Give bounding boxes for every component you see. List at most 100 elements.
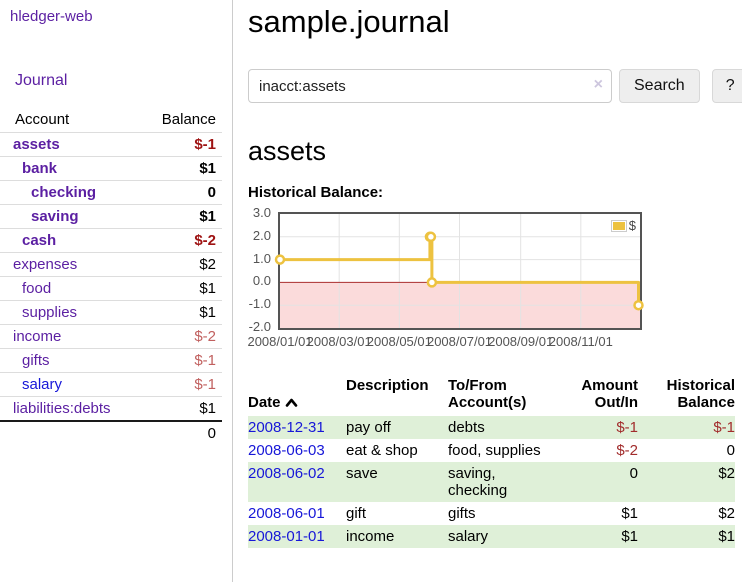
transaction-date-link[interactable]: 2008-06-02 [248,465,325,482]
y-tick-label: 3.0 [252,205,271,220]
chart-y-axis: 3.0 2.0 1.0 0.0 -1.0 -2.0 [248,205,274,334]
account-balance: $1 [143,204,222,229]
register-row: 2008-12-31 pay off debts $-1 $-1 [248,416,735,439]
account-link-income[interactable]: income [13,328,62,345]
account-name-cell: assets [0,132,144,157]
account-link-salary[interactable]: salary [22,376,63,393]
account-link-expenses[interactable]: expenses [13,256,78,273]
chart-plot-area: $ [274,212,644,330]
historical-balance-chart[interactable]: 3.0 2.0 1.0 0.0 -1.0 -2.0 $ 2008/01/01 2008/03… [247,205,668,358]
page-title: sample.journal [248,4,450,39]
account-link-bank[interactable]: bank [22,160,58,177]
y-tick-label: -2.0 [248,319,271,334]
register-balance-cell: $2 [718,465,735,482]
account-balance: $-1 [143,348,222,373]
register-balance-cell: $2 [718,505,735,522]
register-amount-cell: 0 [629,465,638,482]
register-balance-cell: $-1 [713,419,735,436]
account-row: salary $-1 [0,372,222,397]
account-name-cell: cash [0,228,144,253]
register-amount-cell: $-2 [616,442,638,459]
account-link-gifts[interactable]: gifts [22,352,50,369]
search-help-button[interactable]: ? [711,69,742,103]
register-description-cell: pay off [346,419,391,436]
sidebar: hledger-web Journal Account Balance asse… [0,0,233,582]
x-tick-label: 2008/01/01 [247,334,313,349]
register-accounts-cell: gifts [448,505,476,522]
account-row: expenses $2 [0,252,222,277]
account-link-cash[interactable]: cash [22,232,57,249]
y-tick-label: 1.0 [252,250,271,266]
sort-ascending-icon [285,394,298,411]
register-description-cell: income [346,528,395,545]
register-row: 2008-06-02 save saving, checking 0 $2 [248,462,735,502]
account-name-cell: saving [0,204,144,229]
register-description-cell: eat & shop [346,442,418,459]
account-link-supplies[interactable]: supplies [22,304,78,321]
account-row: bank $1 [0,156,222,181]
account-name-cell: supplies [0,300,144,325]
register-header-amount: Amount Out/In [581,377,638,411]
register-date-cell: 2008-12-31 [248,416,346,439]
accounts-header-balance: Balance [143,107,222,133]
chart-title: Historical Balance: [248,184,384,201]
account-link-assets[interactable]: assets [13,136,60,153]
accounts-header-account: Account [0,107,144,133]
x-tick-label: 2008/09/01 [488,334,554,349]
transaction-date-link[interactable]: 2008-12-31 [248,419,325,436]
account-name-cell: salary [0,372,144,397]
account-balance: $-1 [143,132,222,157]
y-tick-label: -1.0 [248,296,271,312]
accounts-table: Account Balance assets $-1 bank $1 checking 0… [0,107,222,445]
account-balance: $1 [143,276,222,301]
account-balance: $1 [143,300,222,325]
account-link-saving[interactable]: saving [31,208,79,225]
x-tick-label: 2008/03/01 [306,334,372,349]
transaction-date-link[interactable]: 2008-01-01 [248,528,325,545]
sidebar-item-journal[interactable]: Journal [15,72,68,89]
register-header-description: Description [346,377,429,394]
register-date-cell: 2008-06-03 [248,439,346,462]
register-accounts-cell: saving, checking [448,465,508,499]
legend-swatch [610,219,627,232]
account-row: checking 0 [0,180,222,205]
accounts-header-row: Account Balance [0,107,222,133]
account-name-cell: gifts [0,348,144,373]
register-accounts-cell: debts [448,419,485,436]
legend-label: $ [628,218,636,233]
account-name-cell: liabilities:debts [0,396,144,422]
account-link-food[interactable]: food [22,280,52,297]
register-date-cell: 2008-06-01 [248,502,346,525]
register-header-row: Date Description To/From Account(s) Amou… [248,375,735,416]
register-row: 2008-06-01 gift gifts $1 $2 [248,502,735,525]
account-name-cell: food [0,276,144,301]
register-accounts-cell: salary [448,528,489,545]
account-row: assets $-1 [0,132,222,157]
account-name-cell: expenses [0,252,144,277]
account-balance: $2 [143,252,222,277]
search-input[interactable] [248,69,612,103]
register-balance-cell: $1 [718,528,735,545]
register-date-cell: 2008-06-02 [248,462,346,502]
search-button[interactable]: Search [619,69,700,103]
transaction-date-link[interactable]: 2008-06-01 [248,505,325,522]
account-name-cell: income [0,324,144,349]
account-link-checking[interactable]: checking [31,184,97,201]
register-amount-cell: $-1 [616,419,638,436]
account-balance: $-2 [143,228,222,253]
account-row: saving $1 [0,204,222,229]
register-table: Date Description To/From Account(s) Amou… [248,375,735,548]
clear-search-icon[interactable]: × [593,76,603,93]
x-tick-label: 2008/11/01 [548,334,613,349]
account-balance: $1 [143,396,222,422]
register-accounts-cell: food, supplies [448,442,541,459]
account-row: liabilities:debts $1 [0,396,222,422]
register-header-balance: Historical Balance [666,377,735,411]
brand-link[interactable]: hledger-web [10,8,93,25]
accounts-total-spacer [0,420,144,445]
transaction-date-link[interactable]: 2008-06-03 [248,442,325,459]
account-row: food $1 [0,276,222,301]
register-header-date[interactable]: Date [248,375,346,416]
y-tick-label: 0.0 [252,273,271,289]
account-link-liabilities-debts[interactable]: liabilities:debts [13,400,111,417]
